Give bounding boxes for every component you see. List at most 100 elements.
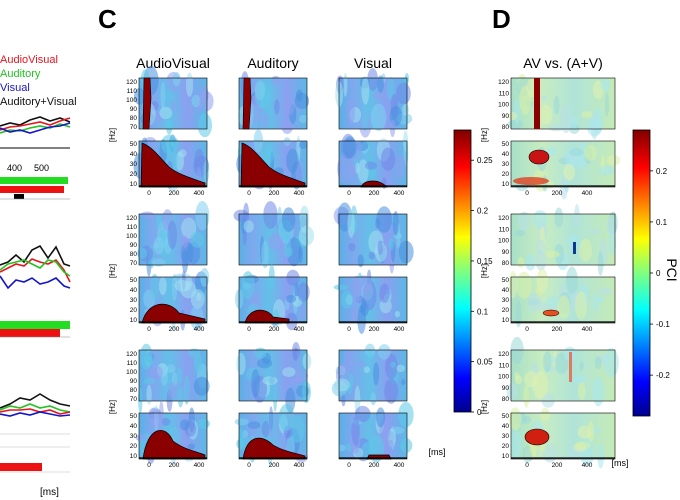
texture-blob [203, 160, 210, 183]
y-tick-50: 50 [130, 277, 138, 284]
texture-blob [543, 351, 552, 373]
texture-blob [283, 137, 291, 147]
texture-blob [260, 146, 274, 164]
texture-blob [385, 439, 394, 450]
texture-blob [351, 416, 360, 446]
legend: AudioVisual Auditory Visual Auditory+Vis… [0, 54, 77, 108]
x-tick-200: 200 [552, 326, 563, 333]
texture-blob [581, 110, 593, 119]
x-tick-400: 400 [194, 190, 205, 197]
texture-blob [234, 418, 249, 426]
colorbar-c-tick-label: 0.15 [477, 257, 493, 266]
texture-blob [270, 75, 281, 86]
texture-blob [377, 240, 383, 255]
legend-entry-auditory-plus-visual: Auditory+Visual [0, 96, 77, 108]
y-tick-110: 110 [127, 360, 138, 367]
y-tick-110: 110 [127, 88, 138, 95]
y-tick-120: 120 [126, 79, 137, 86]
y-tick-10: 10 [130, 317, 138, 324]
y-tick-20: 20 [502, 171, 510, 178]
significant-cluster [142, 77, 152, 130]
texture-blob [196, 166, 202, 182]
x-tick-200: 200 [369, 462, 380, 469]
texture-blob [298, 246, 304, 264]
x-unit-label: [ms] [612, 458, 629, 468]
texture-blob [366, 349, 373, 361]
texture-blob [356, 361, 366, 368]
line-plot-3: [ms] [0, 393, 71, 498]
significance-bar-red [0, 186, 64, 193]
x-tick-400: 400 [394, 190, 405, 197]
texture-blob [516, 271, 532, 299]
texture-blob [525, 253, 536, 271]
y-tick-40: 40 [502, 151, 510, 158]
texture-blob [241, 271, 255, 300]
texture-blob [160, 81, 166, 110]
colorbar-d-tick-label: -0.2 [656, 371, 670, 380]
texture-blob [174, 279, 190, 292]
texture-blob [578, 382, 586, 401]
y-tick-20: 20 [502, 443, 510, 450]
texture-blob [284, 233, 291, 259]
texture-blob [263, 201, 278, 229]
texture-blob [361, 76, 370, 105]
panel-d: AV vs. (A+V)12011010090805040302010[Hz]0… [480, 55, 629, 469]
texture-blob [538, 301, 549, 310]
y-tick-80: 80 [130, 387, 138, 394]
texture-blob [396, 364, 406, 373]
x-tick-400: 400 [7, 163, 22, 173]
y-tick-90: 90 [130, 106, 138, 113]
texture-blob [268, 233, 283, 251]
texture-blob [333, 284, 349, 291]
texture-blob [570, 116, 578, 131]
texture-blob [354, 405, 371, 423]
texture-blob [150, 273, 160, 301]
texture-blob [294, 369, 308, 383]
y-tick-20: 20 [130, 171, 138, 178]
texture-blob [362, 105, 369, 131]
texture-blob [343, 349, 353, 371]
texture-blob [517, 256, 525, 268]
texture-blob [394, 310, 401, 318]
texture-blob [193, 354, 203, 374]
series-audiovisual [0, 258, 71, 283]
texture-blob [507, 119, 524, 130]
texture-blob [153, 242, 160, 249]
texture-blob [175, 151, 185, 171]
line-plot-2 [0, 244, 71, 338]
x-tick-400: 400 [294, 462, 305, 469]
x-tick-0: 0 [347, 462, 351, 469]
panel-label-d: D [492, 4, 511, 34]
y-tick-100: 100 [126, 233, 137, 240]
y-tick-110: 110 [499, 362, 510, 369]
y-tick-40: 40 [130, 151, 138, 158]
texture-blob [355, 162, 360, 174]
y-tick-120: 120 [126, 215, 137, 222]
texture-blob [187, 443, 195, 450]
texture-blob [355, 275, 372, 294]
y-unit-label: [Hz] [108, 128, 117, 142]
texture-blob [514, 375, 523, 385]
texture-blob [352, 306, 359, 322]
texture-blob [553, 95, 560, 115]
significant-cluster [244, 309, 290, 324]
series-audiovisual [0, 408, 71, 415]
texture-blob [373, 362, 380, 386]
texture-blob [545, 296, 561, 307]
texture-blob [356, 141, 362, 152]
y-tick-10: 10 [502, 181, 510, 188]
texture-blob [167, 382, 177, 399]
x-tick-400: 400 [294, 326, 305, 333]
texture-blob [367, 68, 379, 91]
texture-blob [535, 250, 547, 271]
y-tick-90: 90 [130, 242, 138, 249]
texture-blob [569, 148, 584, 157]
texture-blob [181, 235, 189, 248]
texture-blob [603, 348, 619, 378]
texture-blob [133, 88, 145, 105]
texture-blob [597, 296, 605, 303]
texture-blob [587, 117, 602, 137]
texture-blob [368, 251, 375, 260]
significant-cluster [142, 430, 206, 460]
texture-blob [256, 358, 273, 369]
